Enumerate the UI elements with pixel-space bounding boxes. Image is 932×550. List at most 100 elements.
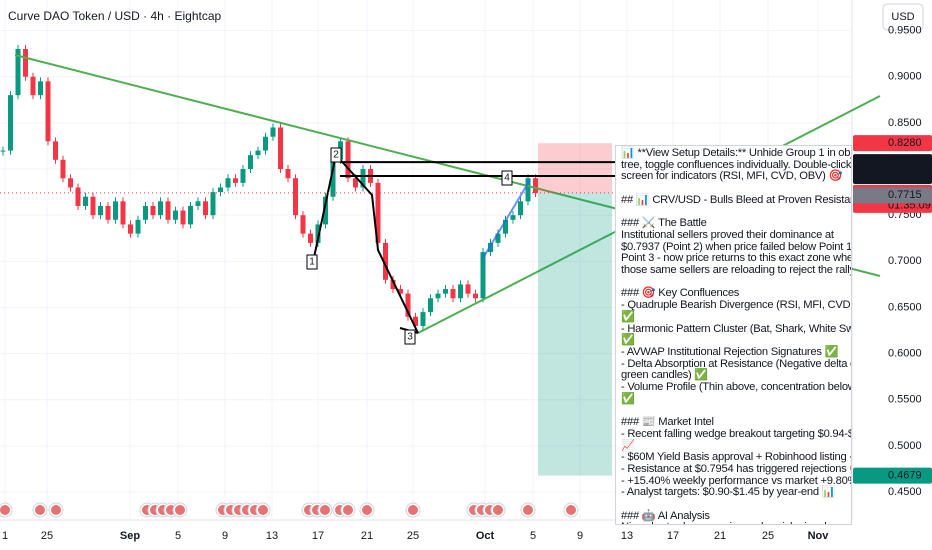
candle <box>188 205 193 225</box>
candle <box>330 159 336 197</box>
note-line: Point 3 - now price returns to this exac… <box>621 252 852 265</box>
price-label-bg <box>853 168 932 185</box>
x-tick-label: 9 <box>577 530 583 542</box>
candle <box>263 136 268 151</box>
candle <box>345 141 351 179</box>
note-line: ✅ <box>621 310 635 323</box>
note-line: ### 🤖 AI Analysis <box>621 509 710 522</box>
event-icon <box>175 505 185 515</box>
candle <box>255 150 261 156</box>
note-line: 📈 <box>621 439 635 452</box>
pattern-line <box>482 179 531 259</box>
chart-title: Curve DAO Token / USD · 4h · Eightcap <box>8 9 222 23</box>
candle <box>510 215 516 220</box>
note-line: Institutional sellers proved their domin… <box>621 228 834 241</box>
note-block: ### ⚔️ The Battle Institutional sellers p… <box>621 217 852 277</box>
candle <box>465 284 471 294</box>
note-block: ## 📊 CRV/USD - Bulls Bleed at Proven Res… <box>621 194 851 207</box>
candle <box>533 178 538 194</box>
candle <box>165 201 171 220</box>
note-line: ✅ <box>621 334 635 347</box>
note-line: tree, toggle confluences individually. D… <box>621 158 852 171</box>
target-zone <box>538 192 612 476</box>
point-box <box>306 254 318 270</box>
note-line: $0.7937 (Point 2) when price failed belo… <box>621 240 852 253</box>
currency-label[interactable]: USD <box>891 11 914 23</box>
note-line: - +15.40% weekly performance vs market +… <box>621 474 852 487</box>
candle <box>8 95 13 151</box>
candle <box>150 205 156 216</box>
candle <box>158 201 163 216</box>
y-tick-label: 0.7000 <box>888 255 922 267</box>
currency-button[interactable] <box>882 3 924 31</box>
candle <box>0 150 6 152</box>
price-label: 0.7715 <box>888 189 922 201</box>
candle <box>480 252 486 299</box>
candle <box>53 141 58 160</box>
note-block: ### 🎯 Key Confluences - Quadruple Bearish… <box>621 288 851 405</box>
note-line: - Recent falling wedge breakout targetin… <box>621 427 852 440</box>
price-label-bg <box>853 187 932 204</box>
price-label: 0.8075 <box>888 156 922 168</box>
event-icon <box>258 505 268 515</box>
x-tick-label: Nov <box>808 530 830 542</box>
y-tick-label: 0.4500 <box>888 486 922 498</box>
candle <box>15 49 21 96</box>
event-icon <box>343 505 353 515</box>
candle <box>210 192 216 216</box>
y-tick-label: 0.5000 <box>888 440 922 452</box>
point-box <box>404 329 416 345</box>
event-icon <box>35 505 45 515</box>
note-line: green candles) ✅ <box>621 369 709 382</box>
note-line: - Volume Profile (Thin above, concentrat… <box>621 381 852 394</box>
price-label-bg <box>853 135 932 152</box>
note-line: ### 📰 Market Intel <box>621 416 714 429</box>
x-tick-label: 17 <box>312 530 324 542</box>
candle <box>308 233 313 243</box>
candle <box>360 169 366 188</box>
candle <box>300 215 306 234</box>
y-tick-label: 0.8500 <box>888 117 922 129</box>
note-line: those same sellers are reloading to reje… <box>621 264 852 276</box>
price-label-bg <box>853 467 932 484</box>
event-icon <box>51 505 61 515</box>
candle <box>105 205 111 220</box>
candle <box>525 178 531 202</box>
candle <box>38 81 43 96</box>
candle <box>30 76 36 96</box>
candle <box>218 187 223 193</box>
x-tick-label: 5 <box>530 530 536 542</box>
candle <box>323 196 328 225</box>
candle <box>518 201 523 216</box>
idea-note: 📊 **View Setup Details:** Unhide Group 1… <box>615 145 852 525</box>
candle <box>120 201 126 225</box>
candle <box>233 178 238 183</box>
candle <box>240 169 246 183</box>
candle <box>405 293 411 317</box>
candles <box>0 45 538 330</box>
candle <box>113 201 118 220</box>
note-line: ### ⚔️ The Battle <box>621 217 707 230</box>
candle <box>173 210 178 220</box>
y-tick-label: 0.9500 <box>888 24 922 36</box>
note-line: - Analyst targets: $0.90-$1.45 by year-e… <box>621 486 836 499</box>
candle <box>293 178 298 216</box>
candle <box>270 127 276 137</box>
note-line: screen for indicators (RSI, MFI, CVD, OB… <box>621 170 843 183</box>
pattern-line <box>312 152 419 334</box>
x-tick-label: 21 <box>361 530 373 542</box>
candle <box>495 233 501 243</box>
candle <box>225 178 231 188</box>
note-line: 📊 **View Setup Details:** Unhide Group 1… <box>621 147 852 159</box>
event-icon <box>493 505 503 515</box>
event-icon <box>0 505 10 515</box>
note-block: ### 🤖 AI AnalysisNine charts show unanim… <box>621 509 851 524</box>
candle <box>390 279 396 290</box>
candle <box>375 182 381 243</box>
note-line: - $60M Yield Basis approval + Robinhood … <box>621 451 852 464</box>
candle <box>98 205 103 216</box>
note-line: - Harmonic Pattern Cluster (Bat, Shark, … <box>621 322 852 335</box>
candle <box>420 312 426 326</box>
x-tick-label: 21 <box>714 530 726 542</box>
